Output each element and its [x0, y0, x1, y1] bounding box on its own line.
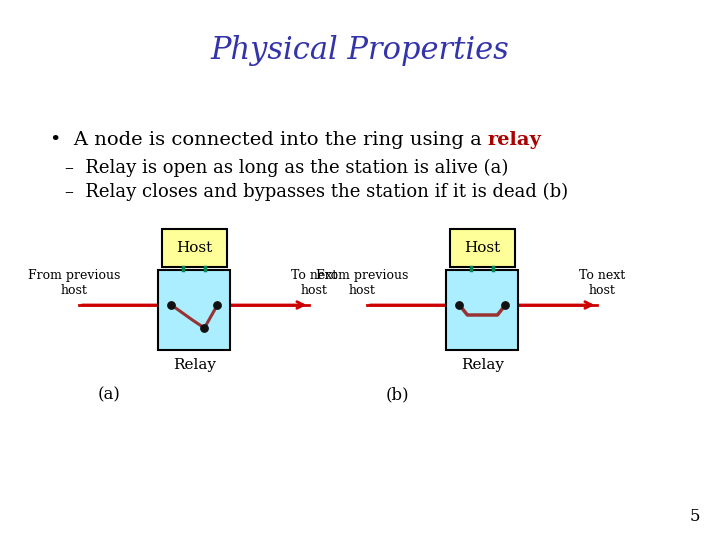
Text: –  Relay closes and bypasses the station if it is dead (b): – Relay closes and bypasses the station … — [65, 183, 568, 201]
Text: To next
host: To next host — [580, 269, 626, 297]
Text: (a): (a) — [98, 387, 121, 403]
Text: From previous
host: From previous host — [28, 269, 120, 297]
Bar — [446, 270, 518, 350]
Text: (b): (b) — [386, 387, 409, 403]
Text: relay: relay — [488, 131, 542, 149]
Bar — [162, 229, 227, 267]
Text: Relay: Relay — [461, 358, 504, 372]
Point — [454, 301, 465, 309]
Text: Host: Host — [176, 241, 212, 255]
Point — [166, 301, 177, 309]
Text: From previous
host: From previous host — [316, 269, 408, 297]
Text: –  Relay is open as long as the station is alive (a): – Relay is open as long as the station i… — [65, 159, 508, 177]
Point — [212, 301, 223, 309]
Bar — [450, 229, 515, 267]
Text: •  A node is connected into the ring using a: • A node is connected into the ring usin… — [50, 131, 488, 149]
Text: Physical Properties: Physical Properties — [211, 35, 509, 65]
Point — [500, 301, 511, 309]
Bar — [158, 270, 230, 350]
Point — [199, 323, 210, 332]
Text: To next
host: To next host — [292, 269, 338, 297]
Text: 5: 5 — [690, 508, 700, 525]
Text: Host: Host — [464, 241, 500, 255]
Text: Relay: Relay — [173, 358, 216, 372]
